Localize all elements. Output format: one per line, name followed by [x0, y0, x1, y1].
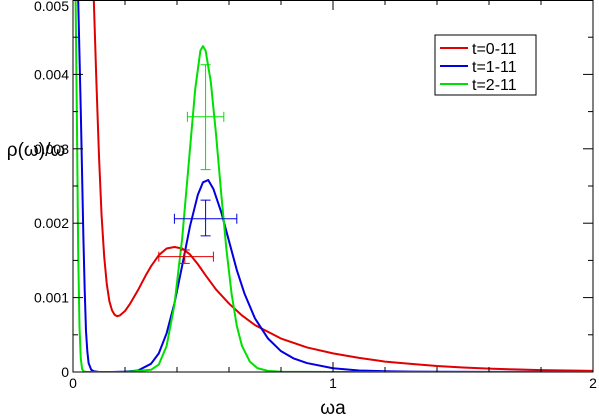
plot-lines: [74, 0, 593, 372]
x-tick-label: 2: [589, 375, 597, 391]
series-line-3: [74, 0, 593, 372]
x-tick-label: 1: [329, 375, 337, 391]
y-tick-label: 0.003: [34, 141, 69, 157]
y-tick-label: 0.002: [34, 215, 69, 231]
error-bars: [158, 64, 238, 264]
series-line-1: [92, 0, 593, 372]
y-tick-label: 0.001: [34, 290, 69, 306]
error-bar-1: [158, 249, 214, 264]
legend: t=0-11t=1-11t=2-11: [434, 34, 537, 96]
legend-label: t=1-11: [472, 59, 517, 76]
x-axis-label: ωa: [320, 398, 346, 419]
y-tick-label: 0.005: [34, 0, 69, 14]
error-bar-2: [173, 199, 238, 237]
error-bar-3: [186, 64, 225, 171]
legend-label: t=0-11: [472, 41, 517, 58]
y-axis-label: ρ(ω)/ω: [7, 140, 66, 161]
y-tick-label: 0.004: [34, 66, 69, 82]
y-tick-label: 0: [61, 364, 69, 380]
legend-label: t=2-11: [472, 77, 517, 94]
series-line-2: [77, 0, 593, 372]
x-tick-label: 0: [69, 375, 77, 391]
y-axis: 0 0.001 0.002 0.003 0.004 0.005: [34, 0, 593, 380]
x-axis: 0 1 2: [69, 0, 597, 391]
